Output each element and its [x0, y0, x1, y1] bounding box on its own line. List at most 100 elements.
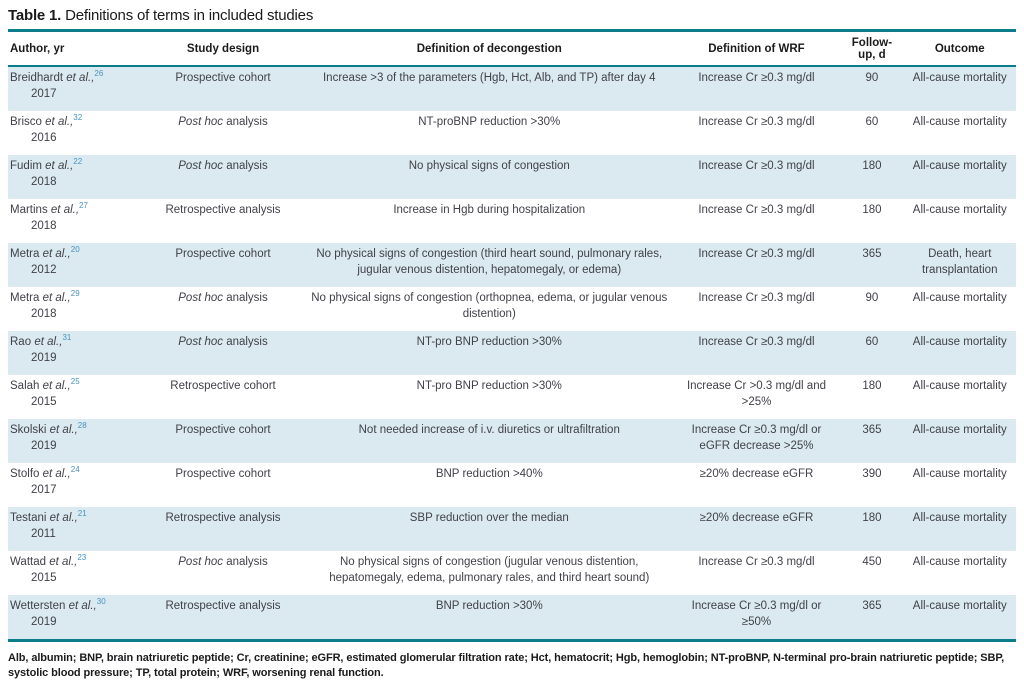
study-design-cell: Retrospective cohort [170, 380, 276, 392]
decongestion-definition-cell: NT-pro BNP reduction >30% [416, 336, 562, 348]
author-name-line: Martins et al.,27 [10, 201, 88, 216]
author-year: 2019 [31, 616, 57, 629]
decongestion-definition-cell: Increase >3 of the parameters (Hgb, Hct,… [322, 72, 656, 84]
reference-superscript: 22 [73, 157, 83, 167]
table-row: Skolski et al.,28 2019 Prospective cohor… [8, 419, 1016, 463]
author-name-line: Stolfo et al.,24 [10, 465, 80, 480]
author-cell: Metra et al.,20 2012 [8, 246, 140, 279]
table-row: Martins et al.,27 2018 Retrospective ana… [8, 199, 1016, 243]
column-header-outcome: Outcome [934, 43, 985, 55]
followup-days-cell: 180 [862, 160, 882, 172]
reference-superscript: 29 [70, 289, 80, 299]
outcome-cell: All-cause mortality [912, 468, 1007, 480]
table-body: Breidhardt et al.,26 2017 Prospective co… [8, 67, 1016, 639]
author-name-line: Wattad et al.,23 [10, 553, 87, 568]
outcome-cell: All-cause mortality [912, 380, 1007, 392]
outcome-cell: All-cause mortality [912, 204, 1007, 216]
decongestion-definition-cell: BNP reduction >30% [435, 600, 543, 612]
followup-days-cell: 365 [862, 424, 882, 436]
decongestion-definition-cell: No physical signs of congestion (third h… [316, 248, 663, 277]
outcome-cell: All-cause mortality [912, 160, 1007, 172]
table-row: Wattad et al.,23 2015 Post hoc analysis … [8, 551, 1016, 595]
author-year: 2016 [31, 132, 57, 145]
author-cell: Stolfo et al.,24 2017 [8, 466, 140, 499]
author-name-line: Brisco et al.,32 [10, 113, 83, 128]
table-row: Stolfo et al.,24 2017 Prospective cohort… [8, 463, 1016, 507]
author-cell: Rao et al.,31 2019 [8, 334, 140, 367]
followup-days-cell: 90 [865, 292, 879, 304]
author-name-line: Wettersten et al.,30 [10, 597, 106, 612]
study-design-cell: Post hoc analysis [178, 160, 268, 172]
author-cell: Wattad et al.,23 2015 [8, 554, 140, 587]
decongestion-definition-cell: Increase in Hgb during hospitalization [393, 204, 586, 216]
decongestion-definition-cell: No physical signs of congestion (orthopn… [311, 292, 668, 321]
wrf-definition-cell: Increase Cr ≥0.3 mg/dl [698, 72, 815, 84]
followup-days-cell: 60 [865, 116, 879, 128]
reference-superscript: 32 [73, 113, 83, 123]
reference-superscript: 23 [77, 553, 87, 563]
outcome-cell: All-cause mortality [912, 336, 1007, 348]
outcome-cell: All-cause mortality [912, 72, 1007, 84]
reference-superscript: 26 [94, 69, 104, 79]
column-header-followup: Follow-up, d [851, 37, 893, 61]
abbreviations-footnote: Alb, albumin; BNP, brain natriuretic pep… [8, 652, 1005, 680]
followup-days-cell: 180 [862, 204, 882, 216]
author-name-line: Testani et al.,21 [10, 509, 87, 524]
author-name-line: Skolski et al.,28 [10, 421, 87, 436]
reference-superscript: 20 [70, 245, 80, 255]
followup-days-cell: 60 [865, 336, 879, 348]
column-header-author: Author, yr [10, 43, 65, 55]
author-year: 2019 [31, 440, 57, 453]
reference-superscript: 31 [62, 333, 72, 343]
table-title-text: Definitions of terms in included studies [65, 7, 314, 24]
author-cell: Skolski et al.,28 2019 [8, 422, 140, 455]
author-cell: Fudim et al.,22 2018 [8, 158, 140, 191]
study-design-cell: Prospective cohort [175, 72, 271, 84]
wrf-definition-cell: Increase Cr >0.3 mg/dl and >25% [686, 380, 826, 409]
study-design-cell: Post hoc analysis [178, 116, 268, 128]
wrf-definition-cell: Increase Cr ≥0.3 mg/dl [698, 160, 815, 172]
outcome-cell: All-cause mortality [912, 600, 1007, 612]
author-year: 2015 [31, 572, 57, 585]
table-row: Testani et al.,21 2011 Retrospective ana… [8, 507, 1016, 551]
author-cell: Martins et al.,27 2018 [8, 202, 140, 235]
followup-days-cell: 180 [862, 380, 882, 392]
author-name-line: Breidhardt et al.,26 [10, 69, 104, 84]
table-row: Metra et al.,29 2018 Post hoc analysis N… [8, 287, 1016, 331]
outcome-cell: All-cause mortality [912, 424, 1007, 436]
followup-days-cell: 90 [865, 72, 879, 84]
author-year: 2018 [31, 176, 57, 189]
study-design-cell: Prospective cohort [175, 468, 271, 480]
reference-superscript: 27 [79, 201, 88, 211]
followup-days-cell: 180 [862, 512, 882, 524]
table-header-row: Author, yr Study design Definition of de… [8, 32, 1016, 67]
study-design-cell: Post hoc analysis [178, 556, 268, 568]
study-design-cell: Post hoc analysis [178, 336, 268, 348]
study-design-cell: Retrospective analysis [165, 204, 281, 216]
table-row: Fudim et al.,22 2018 Post hoc analysis N… [8, 155, 1016, 199]
reference-superscript: 24 [70, 465, 80, 475]
decongestion-definition-cell: NT-pro BNP reduction >30% [416, 380, 562, 392]
bottom-rule [8, 639, 1016, 642]
wrf-definition-cell: Increase Cr ≥0.3 mg/dl [698, 336, 815, 348]
decongestion-definition-cell: BNP reduction >40% [435, 468, 543, 480]
wrf-definition-cell: Increase Cr ≥0.3 mg/dl [698, 116, 815, 128]
author-year: 2012 [31, 264, 57, 277]
top-rule [8, 29, 1016, 32]
outcome-cell: All-cause mortality [912, 556, 1007, 568]
column-header-study-design: Study design [186, 43, 260, 55]
wrf-definition-cell: ≥20% decrease eGFR [699, 512, 814, 524]
author-year: 2018 [31, 308, 57, 321]
author-cell: Testani et al.,21 2011 [8, 510, 140, 543]
author-cell: Wettersten et al.,30 2019 [8, 598, 140, 631]
reference-superscript: 28 [77, 421, 87, 431]
column-header-decongestion: Definition of decongestion [416, 43, 562, 55]
author-name-line: Fudim et al.,22 [10, 157, 83, 172]
followup-days-cell: 390 [862, 468, 882, 480]
outcome-cell: All-cause mortality [912, 512, 1007, 524]
reference-superscript: 21 [77, 509, 87, 519]
table-row: Metra et al.,20 2012 Prospective cohort … [8, 243, 1016, 287]
table-title: Table 1. Definitions of terms in included… [8, 5, 1016, 29]
wrf-definition-cell: Increase Cr ≥0.3 mg/dl or eGFR decrease … [691, 424, 822, 453]
